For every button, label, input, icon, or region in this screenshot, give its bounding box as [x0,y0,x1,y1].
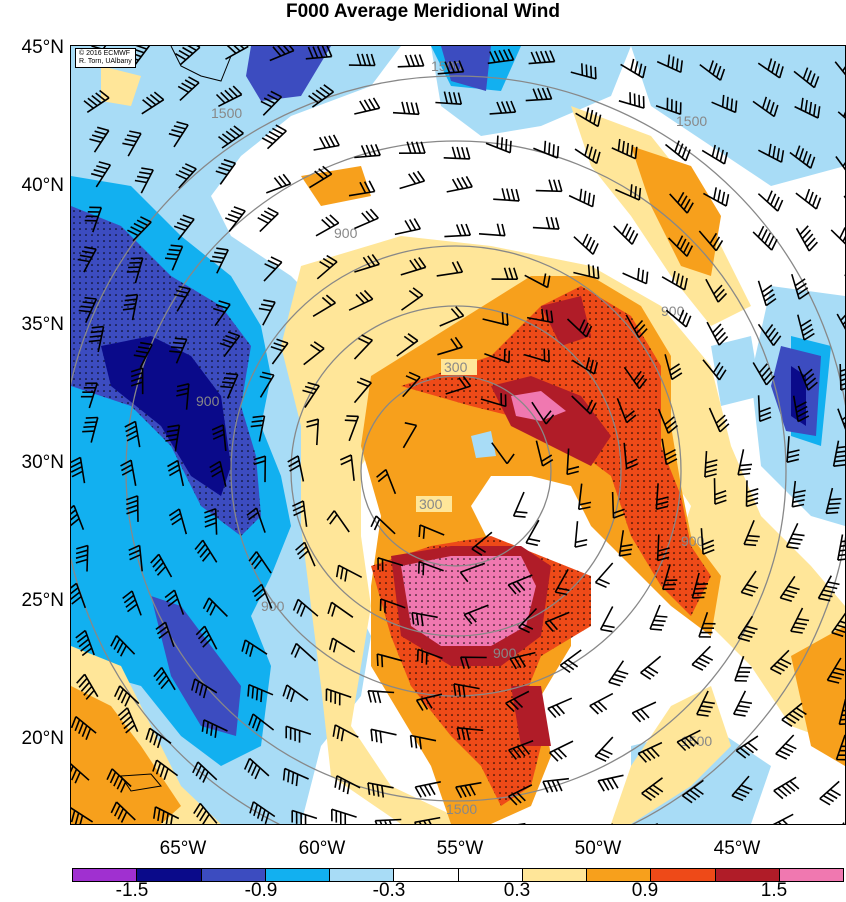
wind-barb [292,811,317,825]
colorbar-label: -0.9 [231,880,291,902]
ring-label: 1500 [446,801,477,817]
wind-barb [831,228,845,249]
wind-barb [831,823,845,824]
wind-barb [844,196,845,217]
ring-label: 1500 [681,733,712,749]
wind-barb [444,224,470,237]
colorbar-label: 0.3 [487,880,547,902]
wind-barb [609,661,628,686]
wind-barb [398,55,424,67]
colorbar-label: 0.9 [615,880,675,902]
lat-label-30n: 30°N [0,452,64,474]
wind-barb [493,188,519,201]
wind-barb [590,694,613,714]
wind-barb [569,189,594,207]
wind-barb [820,781,841,804]
ring-label: 1500 [211,105,242,121]
wind-barb [479,224,505,236]
credit-line: R. Torn, UAlbany [79,58,132,66]
wind-barb [444,147,470,159]
credit-box: © 2016 ECMWF R. Torn, UAlbany [75,48,136,68]
ring-label: 900 [196,393,220,409]
wind-barb [598,775,623,791]
wind-barb [707,322,728,345]
ring-label: 300 [419,496,443,512]
lat-label-45n: 45°N [0,37,64,59]
wind-barb [354,98,379,114]
wind-barb [400,171,425,188]
chart-title: F000 Average Meridional Wind [0,0,846,24]
wind-barb [595,737,613,761]
wind-barb [536,180,562,192]
ring-label: 1500 [676,113,707,129]
wind-barb [797,226,818,251]
wind-barb [758,191,782,211]
wind-barb [632,702,656,722]
wind-barb [601,607,615,632]
wind-barb [619,92,644,108]
wind-barb [447,176,473,192]
colorbar [72,868,844,882]
colorbar-label: -0.3 [359,880,419,902]
wind-barb [753,226,777,250]
wind-barb [533,217,559,229]
lat-label-20n: 20°N [0,728,64,750]
wind-barb [266,174,290,193]
lon-label-45w: 45°W [697,838,777,860]
map-panel: 300 300 900 900 900 900 900 900 1500 150… [70,45,846,825]
wind-barb [393,102,419,115]
wind-barb [692,646,713,670]
wind-barb [375,820,401,825]
wind-barb [314,135,340,150]
wind-barb [776,735,797,759]
wind-barb [332,809,357,824]
wind-barb [614,224,638,245]
lon-label-55w: 55°W [420,838,500,860]
lon-label-60w: 60°W [282,838,362,860]
ring-label: 900 [261,598,285,614]
wind-barb [774,777,799,798]
credit-line: © 2016 ECMWF [79,50,132,58]
wind-barb [574,234,598,254]
shading-light-blue [711,336,761,406]
wind-barb [399,142,425,154]
wind-barb [395,219,420,235]
ring-label: 900 [681,533,705,549]
wind-barb [354,209,378,228]
wind-barb [796,189,821,209]
wind-barb [623,268,648,284]
wind-barb [371,729,396,743]
wind-barb [770,814,793,824]
lat-label-40n: 40°N [0,175,64,197]
lon-label-65w: 65°W [143,838,223,860]
lon-label-50w: 50°W [558,838,638,860]
wind-barb [596,563,613,587]
colorbar-label: 1.5 [744,880,804,902]
wind-barb [575,521,587,547]
ring-label: 900 [334,225,358,241]
wind-barb [650,605,667,630]
wind-barb [550,741,573,761]
lat-label-35n: 35°N [0,314,64,336]
lat-label-25n: 25°N [0,590,64,612]
wind-barb [258,208,279,232]
colorbar-label: -1.5 [102,880,162,902]
wind-barb [415,782,441,798]
map-canvas: 300 300 900 900 900 900 900 900 1500 150… [71,46,845,824]
wind-barb [734,691,752,716]
ring-label: 300 [444,359,468,375]
wind-barb [641,656,661,679]
wind-barb [514,492,528,517]
wind-barb [548,698,572,717]
